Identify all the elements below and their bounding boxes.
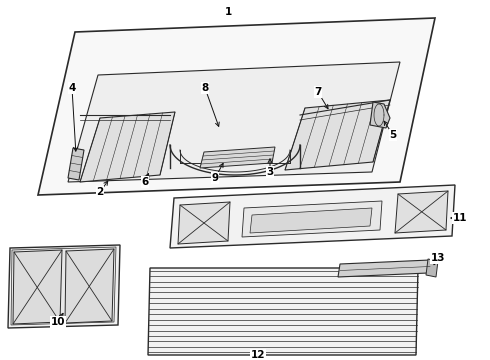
Text: 1: 1	[224, 7, 232, 17]
Polygon shape	[178, 202, 230, 244]
Polygon shape	[285, 100, 390, 170]
Polygon shape	[395, 191, 448, 233]
Text: 4: 4	[68, 83, 75, 93]
Polygon shape	[13, 250, 62, 324]
Polygon shape	[38, 18, 435, 195]
Polygon shape	[200, 147, 275, 168]
Polygon shape	[148, 268, 418, 355]
Text: 9: 9	[212, 173, 219, 183]
Text: 2: 2	[97, 187, 103, 197]
Polygon shape	[426, 259, 438, 277]
Text: 13: 13	[431, 253, 445, 263]
Text: 7: 7	[314, 87, 322, 97]
Polygon shape	[11, 247, 116, 325]
Polygon shape	[80, 112, 175, 182]
Polygon shape	[65, 249, 114, 323]
Polygon shape	[8, 245, 120, 328]
Polygon shape	[338, 260, 430, 277]
Text: 10: 10	[51, 317, 65, 327]
Polygon shape	[68, 62, 400, 182]
Text: 5: 5	[390, 130, 396, 140]
Text: 12: 12	[251, 350, 265, 360]
Polygon shape	[170, 185, 455, 248]
Polygon shape	[68, 148, 84, 180]
Text: 11: 11	[453, 213, 467, 223]
Polygon shape	[370, 102, 390, 128]
Text: 8: 8	[201, 83, 209, 93]
Polygon shape	[242, 201, 382, 237]
Text: 6: 6	[142, 177, 148, 187]
Text: 3: 3	[267, 167, 273, 177]
Polygon shape	[250, 208, 372, 233]
